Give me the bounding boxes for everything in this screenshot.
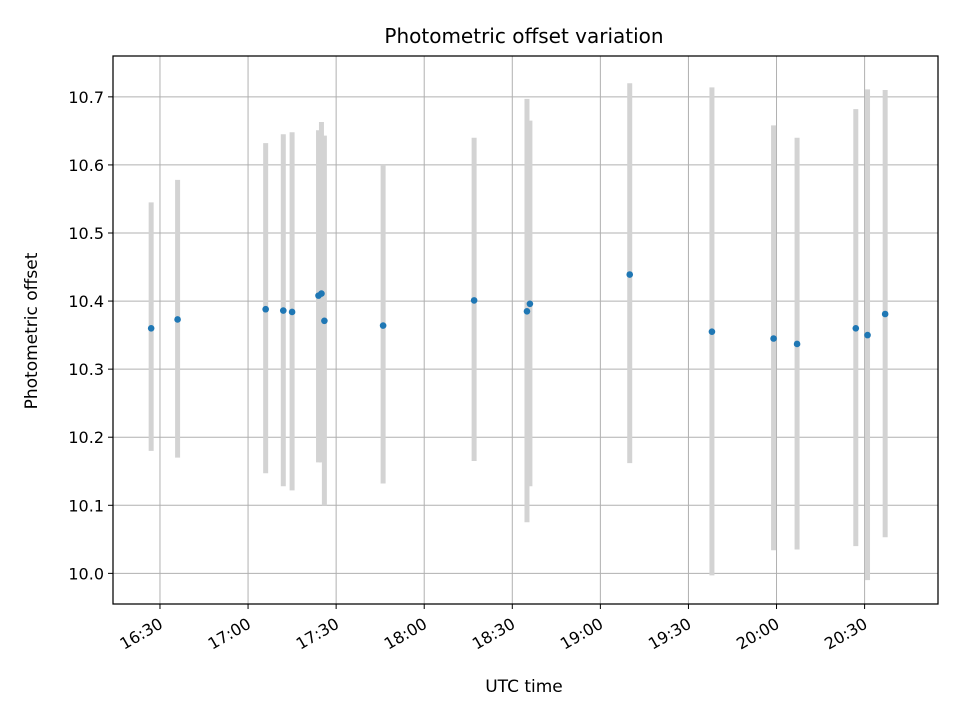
y-tick-label: 10.4 [68,292,104,311]
data-point [262,305,269,313]
y-tick-label: 10.2 [68,428,104,447]
data-points [147,271,889,348]
data-point [318,290,325,297]
data-point [174,316,181,323]
y-tick-label: 10.6 [68,156,104,175]
y-tick-label: 10.1 [68,496,104,515]
data-point [770,335,777,342]
data-point [526,300,534,308]
data-point [864,331,871,339]
y-tick-label: 10.5 [68,224,104,243]
data-point [793,340,801,348]
x-axis-label: UTC time [485,677,563,697]
plot-frame [112,55,939,605]
data-point [626,271,634,278]
data-point [147,324,155,332]
data-point [881,310,889,318]
data-point [852,324,860,332]
y-axis-label: Photometric offset [22,252,42,409]
data-point [523,307,531,315]
data-point [321,317,328,325]
y-tick-label: 10.3 [68,360,104,379]
y-axis: 10.0 10.1 10.2 10.3 10.4 10.5 10.6 10.7 [68,88,113,583]
data-point [470,297,478,304]
data-point [279,307,287,314]
data-point [288,308,296,316]
data-point [379,322,387,329]
y-tick-label: 10.7 [68,88,104,107]
y-tick-label: 10.0 [68,564,104,583]
data-point [708,328,716,336]
chart-title: Photometric offset variation [384,24,663,48]
